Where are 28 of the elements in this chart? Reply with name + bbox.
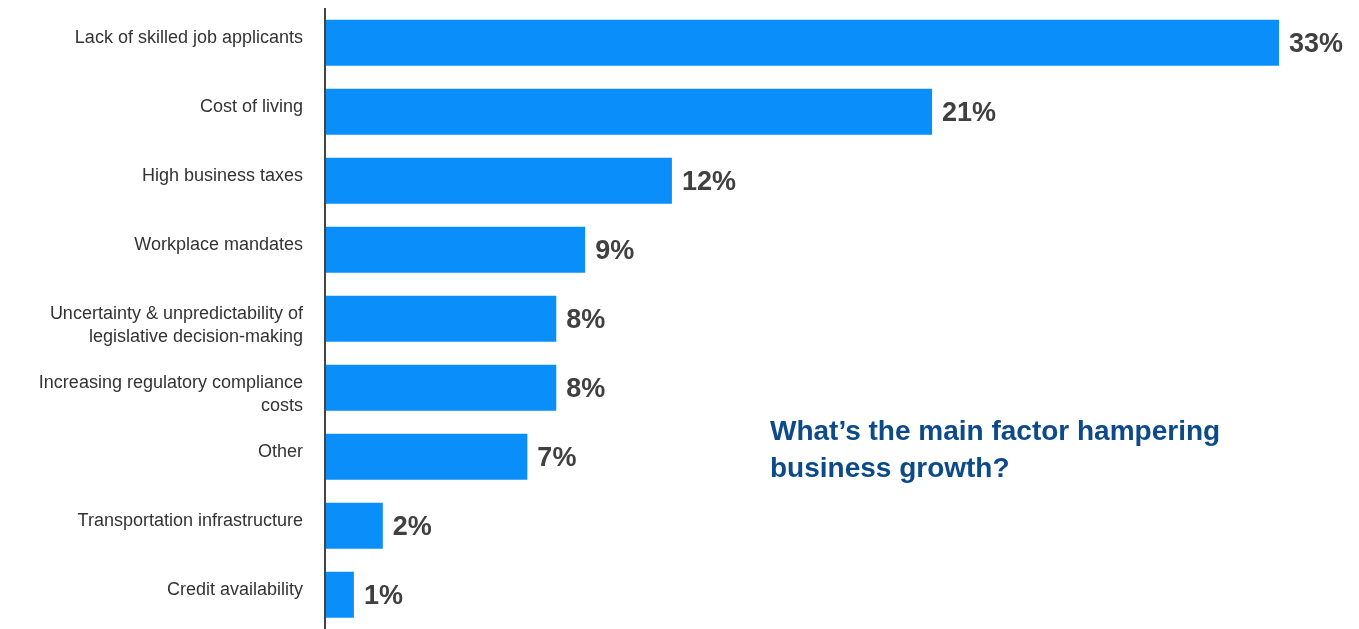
y-tick-label: Uncertainty & unpredictability of legislative decision-making: [49, 302, 304, 346]
bar: [325, 433, 528, 480]
data-label: 12%: [681, 166, 736, 197]
y-tick-label: Increasing regulatory compliance costs: [38, 371, 303, 415]
data-label: 2%: [392, 511, 432, 542]
y-tick-label: Other: [257, 440, 303, 461]
bar: [325, 295, 557, 342]
data-label: 33%: [1289, 28, 1344, 59]
y-tick-label: Credit availability: [166, 578, 303, 599]
bar: [325, 88, 933, 135]
bar: [325, 226, 586, 273]
data-label: 8%: [566, 373, 606, 404]
y-tick-label: Cost of living: [199, 95, 303, 116]
bar: [325, 502, 383, 549]
bar: [325, 157, 672, 204]
data-label: 8%: [566, 304, 606, 335]
data-label: 21%: [942, 97, 997, 128]
y-tick-label: Workplace mandates: [134, 233, 303, 254]
bar: [325, 571, 354, 618]
y-tick-label: Transportation infrastructure: [77, 509, 303, 530]
y-tick-label: Lack of skilled job applicants: [74, 26, 303, 47]
y-tick-label: High business taxes: [141, 164, 303, 185]
data-label: 9%: [595, 235, 635, 266]
bar: [325, 19, 1279, 66]
text: What’s the main factor hampering business growth?: [770, 414, 1222, 485]
data-label: 1%: [363, 580, 403, 611]
data-label: 7%: [537, 442, 577, 473]
bar: [325, 364, 557, 411]
